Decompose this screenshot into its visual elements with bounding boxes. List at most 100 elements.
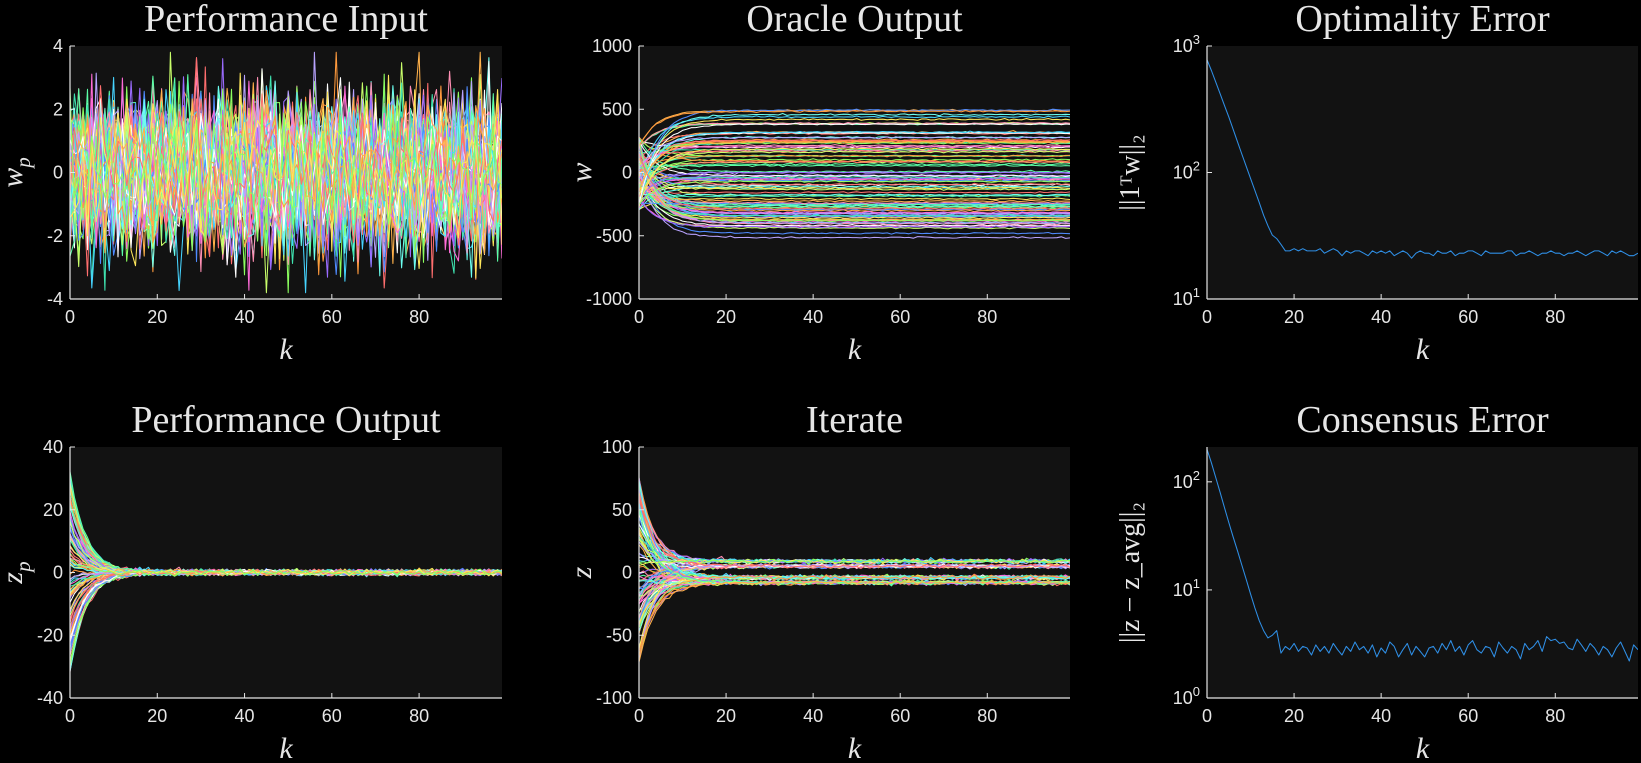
series-line <box>639 179 1070 218</box>
series-line <box>639 154 1070 173</box>
series-line <box>639 110 1070 147</box>
x-axis-label: k <box>279 333 293 366</box>
y-tick-label: -4 <box>47 289 63 309</box>
y-tick-label: 0 <box>53 163 63 183</box>
y-tick-label: -2 <box>47 226 63 246</box>
series-line <box>639 191 1070 196</box>
series-line <box>639 147 1070 207</box>
x-tick-label: 0 <box>634 307 644 327</box>
series-line <box>639 175 1070 189</box>
chart-title: Performance Output <box>131 399 441 441</box>
series-line <box>639 494 1070 570</box>
series-line <box>639 170 1070 227</box>
chart-title: Performance Input <box>144 0 428 40</box>
y-tick-label: 100 <box>1173 684 1200 708</box>
series-line <box>639 580 1070 663</box>
series-line <box>639 169 1070 239</box>
series-line <box>639 135 1070 169</box>
series-group <box>1207 59 1638 259</box>
y-tick-label: 2 <box>53 99 63 119</box>
series-line <box>639 197 1070 210</box>
y-tick-label: 4 <box>53 36 63 56</box>
series-line <box>639 115 1070 182</box>
y-tick-label: -20 <box>37 625 63 645</box>
x-tick-label: 20 <box>716 307 736 327</box>
series-line <box>639 164 1070 169</box>
chart-iterate: 0 20 40 60 80 -100 -50 0 50 100 Iterate k z <box>565 399 1070 763</box>
x-axis-label: k <box>279 732 293 763</box>
series-line <box>639 156 1070 222</box>
series-line <box>1207 59 1638 259</box>
x-tick-label: 80 <box>1545 307 1565 327</box>
chart-performance-input: 0 20 40 60 80 -4 -2 0 2 4 Performance Input k wp <box>0 0 502 366</box>
series-line <box>639 140 1070 178</box>
x-tick-label: 80 <box>409 307 429 327</box>
series-group <box>70 471 502 672</box>
series-line <box>639 180 1070 230</box>
series-line <box>639 143 1070 174</box>
x-axis-label: k <box>1416 333 1430 366</box>
series-group <box>70 51 502 294</box>
y-tick-label: -1000 <box>586 289 632 309</box>
series-line <box>639 160 1070 198</box>
x-tick-label: 0 <box>65 706 75 726</box>
chart-title: Optimality Error <box>1295 0 1550 40</box>
y-axis-label: wp <box>0 157 35 188</box>
y-tick-label: 102 <box>1173 159 1200 183</box>
y-axis-label: w <box>565 162 598 182</box>
chart-consensus-error: 0 20 40 60 80 100 101 102 Consensus Error k ||z − … <box>1115 399 1638 763</box>
x-tick-label: 80 <box>1545 706 1565 726</box>
series-line <box>70 88 502 245</box>
y-tick-label: 101 <box>1173 576 1200 600</box>
series-line <box>639 139 1070 173</box>
series-line <box>639 145 1070 186</box>
series-line <box>639 162 1070 187</box>
y-tick-label: 0 <box>53 563 63 583</box>
plot-area <box>639 447 1070 698</box>
y-tick-label: 0 <box>622 563 632 583</box>
series-group <box>1207 449 1638 662</box>
plot-area <box>1207 46 1638 299</box>
y-tick-label: 500 <box>602 99 632 119</box>
plot-area <box>1207 447 1638 698</box>
x-tick-label: 60 <box>890 706 910 726</box>
y-tick-label: -50 <box>606 625 632 645</box>
series-line <box>639 155 1070 209</box>
x-tick-label: 80 <box>409 706 429 726</box>
chart-performance-output: 0 20 40 60 80 -40 -20 0 20 40 Performance Output k z… <box>0 399 502 763</box>
y-tick-label: 101 <box>1173 285 1200 309</box>
x-tick-label: 40 <box>1371 706 1391 726</box>
y-tick-label: -100 <box>596 688 632 708</box>
y-tick-label: 50 <box>612 500 632 520</box>
series-line <box>639 173 1070 220</box>
y-tick-label: 102 <box>1173 468 1200 492</box>
series-line <box>639 139 1070 225</box>
series-line <box>70 558 502 577</box>
x-tick-label: 0 <box>1202 706 1212 726</box>
series-line <box>639 122 1070 204</box>
series-line <box>639 176 1070 194</box>
x-tick-label: 20 <box>1284 706 1304 726</box>
series-line <box>639 194 1070 200</box>
series-line <box>639 136 1070 163</box>
y-axis-label: z <box>565 566 598 579</box>
series-line <box>639 186 1070 190</box>
x-tick-label: 20 <box>1284 307 1304 327</box>
x-tick-label: 60 <box>322 706 342 726</box>
x-tick-label: 40 <box>1371 307 1391 327</box>
y-tick-label: 100 <box>602 437 632 457</box>
series-line <box>639 558 1070 566</box>
x-tick-label: 80 <box>977 706 997 726</box>
series-line <box>639 121 1070 149</box>
series-line <box>639 179 1070 205</box>
x-tick-label: 0 <box>1202 307 1212 327</box>
y-axis-label: ||z − z_avg||₂ <box>1115 502 1146 643</box>
x-tick-label: 40 <box>803 307 823 327</box>
series-line <box>1207 449 1638 662</box>
x-tick-label: 20 <box>716 706 736 726</box>
x-tick-label: 60 <box>322 307 342 327</box>
series-line <box>639 175 1070 214</box>
x-tick-label: 0 <box>634 706 644 726</box>
series-line <box>639 150 1070 201</box>
